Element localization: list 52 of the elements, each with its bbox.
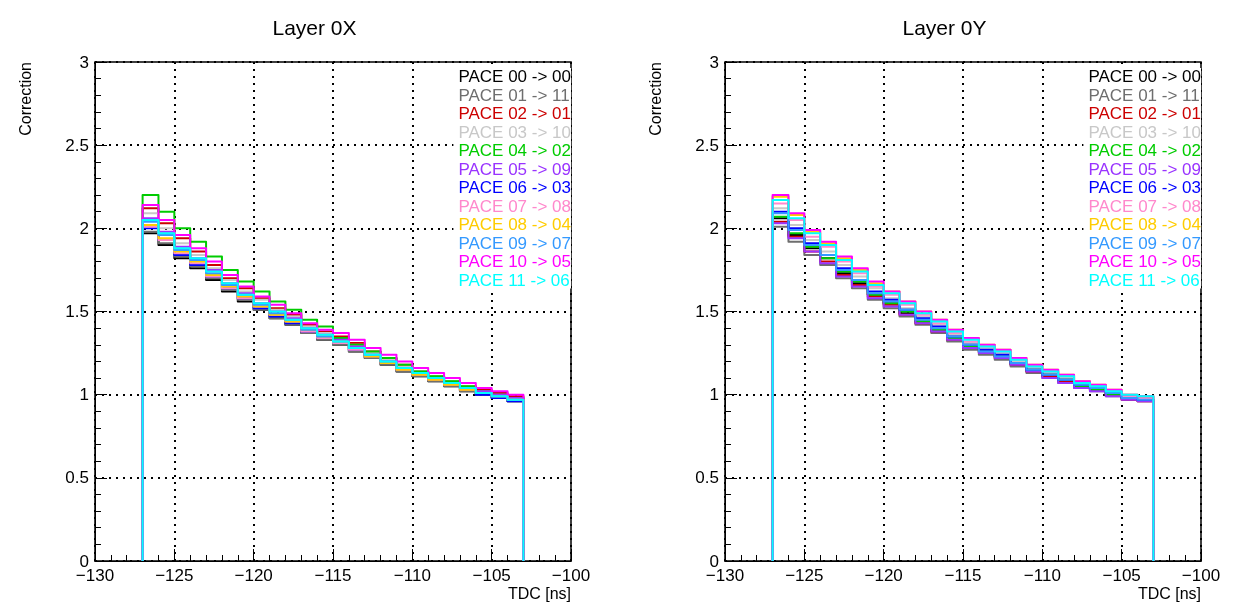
text: PACE 10 -> 05 [458,252,571,271]
y-tick-label: 2 [79,218,89,238]
y-tick-label: 3 [709,52,719,72]
y-tick-label: 1 [79,385,89,405]
chart-title: Layer 0X [272,16,357,39]
text: PACE 10 -> 05 [1088,252,1201,271]
y-tick-label: 2 [709,218,719,238]
text: PACE 11 -> 06 [458,270,570,290]
text: PACE 05 -> 09 [458,159,571,179]
y-tick-label: 2.5 [695,135,719,155]
text: PACE 00 -> 00 [458,67,571,86]
text: PACE 00 -> 00 [1088,67,1201,86]
y-tick-label: 0.5 [65,468,89,488]
y-tick-label: 1.5 [65,302,89,321]
x-tick-label: −125 [785,566,824,585]
x-tick-label: −105 [1102,566,1141,585]
x-tick-label: −100 [551,566,591,585]
y-tick-label: 0.5 [695,468,719,488]
x-tick-label: −100 [1181,566,1221,585]
x-tick-label: −110 [1023,566,1061,585]
text: PACE 06 -> 03 [458,178,571,197]
x-tick-label: −115 [944,566,982,585]
text: PACE 06 -> 03 [1088,178,1201,197]
y-tick-label: 1.5 [695,302,719,321]
y-axis-title: Correction [16,62,34,136]
text: PACE 04 -> 02 [1088,141,1201,160]
y-tick-label: 3 [79,52,89,72]
text: PACE 05 -> 09 [1088,159,1201,179]
text: PACE 02 -> 01 [1088,104,1201,123]
text: PACE 02 -> 01 [458,104,571,123]
x-axis-title: TDC [ns] [507,584,571,602]
text: PACE 08 -> 04 [1088,215,1201,234]
x-axis-title: TDC [ns] [1137,584,1201,602]
text: PACE 09 -> 07 [458,233,571,253]
y-tick-label: 2.5 [65,135,89,155]
y-axis-title: Correction [646,62,664,136]
x-tick-label: −125 [155,566,194,585]
chart-title: Layer 0Y [902,16,987,39]
text: PACE 07 -> 08 [458,196,571,216]
x-tick-label: −115 [314,566,352,585]
x-tick-label: −110 [393,566,431,585]
text: PACE 08 -> 04 [458,215,571,234]
text: PACE 01 -> 11 [458,85,570,105]
y-tick-label: 1 [709,385,719,405]
x-tick-label: −120 [234,566,273,585]
text: PACE 07 -> 08 [1088,196,1201,216]
text: PACE 01 -> 11 [1088,85,1200,105]
text: PACE 11 -> 06 [1088,270,1200,290]
x-tick-label: −120 [864,566,903,585]
x-tick-label: −105 [472,566,511,585]
text: PACE 09 -> 07 [1088,233,1201,253]
text: PACE 04 -> 02 [458,141,571,160]
